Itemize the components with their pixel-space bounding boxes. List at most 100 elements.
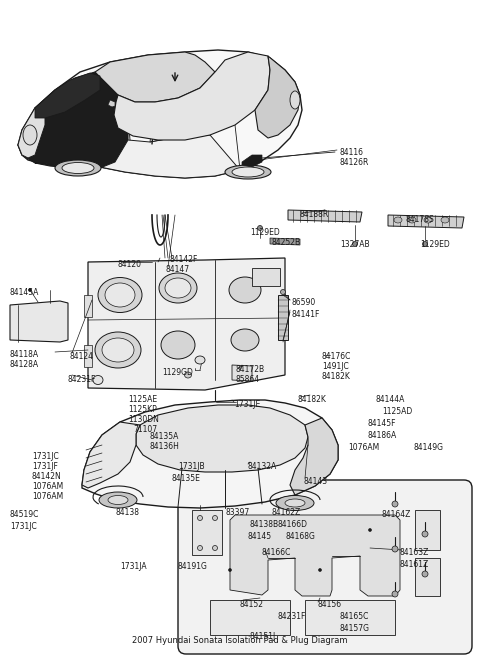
Polygon shape — [270, 238, 300, 245]
Polygon shape — [278, 295, 288, 340]
Text: 84138: 84138 — [116, 508, 140, 517]
Text: 84182K: 84182K — [298, 395, 327, 404]
Bar — [305, 600, 395, 635]
FancyBboxPatch shape — [178, 480, 472, 654]
Bar — [415, 558, 440, 596]
Ellipse shape — [195, 356, 205, 364]
Text: 84519C: 84519C — [10, 510, 39, 519]
Text: 1731JF: 1731JF — [32, 462, 58, 471]
Text: 1076AM: 1076AM — [32, 482, 63, 491]
Text: 84145A: 84145A — [10, 288, 39, 297]
Text: 84178S: 84178S — [405, 215, 434, 224]
Polygon shape — [230, 515, 400, 596]
Text: 84163Z: 84163Z — [400, 548, 430, 557]
Ellipse shape — [422, 242, 428, 246]
Polygon shape — [82, 400, 338, 508]
Text: 1129ED: 1129ED — [250, 228, 280, 237]
Ellipse shape — [23, 125, 37, 145]
Text: 84162Z: 84162Z — [272, 508, 301, 517]
Polygon shape — [10, 301, 68, 342]
Ellipse shape — [213, 546, 217, 550]
Text: 84145: 84145 — [248, 532, 272, 541]
Text: 1491JC: 1491JC — [322, 362, 349, 371]
Text: 1125KP: 1125KP — [128, 405, 157, 414]
Ellipse shape — [424, 217, 432, 223]
Text: 84142F: 84142F — [170, 255, 198, 264]
Ellipse shape — [102, 338, 134, 362]
Text: 84151J: 84151J — [250, 632, 276, 641]
Ellipse shape — [165, 278, 191, 298]
Polygon shape — [82, 422, 140, 488]
Text: 84126R: 84126R — [340, 158, 370, 167]
Bar — [210, 600, 290, 635]
Ellipse shape — [62, 162, 94, 174]
Ellipse shape — [95, 332, 141, 368]
Ellipse shape — [228, 569, 231, 572]
Text: 84142N: 84142N — [32, 472, 62, 481]
Text: 2007 Hyundai Sonata Isolation Pad & Plug Diagram: 2007 Hyundai Sonata Isolation Pad & Plug… — [132, 636, 348, 645]
Text: 1076AM: 1076AM — [32, 492, 63, 501]
Ellipse shape — [392, 591, 398, 597]
Text: 84156: 84156 — [318, 600, 342, 609]
Polygon shape — [95, 52, 215, 102]
Ellipse shape — [28, 288, 32, 291]
Text: 84166D: 84166D — [277, 520, 307, 529]
Text: 84138B: 84138B — [250, 520, 279, 529]
Text: 84132A: 84132A — [247, 462, 276, 471]
Bar — [415, 510, 440, 550]
Text: 71107: 71107 — [133, 425, 157, 434]
Ellipse shape — [394, 217, 402, 223]
Text: 84166C: 84166C — [262, 548, 291, 557]
Text: 1129ED: 1129ED — [420, 240, 450, 249]
Ellipse shape — [184, 372, 192, 378]
Polygon shape — [242, 155, 262, 167]
Text: 84141F: 84141F — [292, 310, 320, 319]
Text: 1731JE: 1731JE — [234, 400, 260, 409]
Text: 84231F: 84231F — [277, 612, 305, 621]
Polygon shape — [288, 210, 362, 222]
Ellipse shape — [369, 529, 372, 531]
Ellipse shape — [285, 499, 305, 507]
Ellipse shape — [225, 165, 271, 179]
Text: 84168G: 84168G — [286, 532, 316, 541]
Text: 84152: 84152 — [240, 600, 264, 609]
Text: 84165C: 84165C — [340, 612, 370, 621]
Text: 84116: 84116 — [340, 148, 364, 157]
Ellipse shape — [422, 531, 428, 537]
Text: 1731JC: 1731JC — [32, 452, 59, 461]
Ellipse shape — [108, 495, 128, 504]
Polygon shape — [18, 50, 302, 178]
Text: 84135A: 84135A — [150, 432, 180, 441]
Ellipse shape — [257, 225, 263, 231]
Ellipse shape — [161, 331, 195, 359]
Polygon shape — [18, 108, 45, 158]
Text: 84149G: 84149G — [414, 443, 444, 452]
Ellipse shape — [55, 160, 101, 176]
Text: 84157G: 84157G — [340, 624, 370, 633]
Text: 84124: 84124 — [70, 352, 94, 361]
Ellipse shape — [213, 515, 217, 521]
Polygon shape — [18, 72, 128, 170]
Polygon shape — [108, 100, 115, 107]
Polygon shape — [136, 405, 308, 472]
Text: 84128A: 84128A — [10, 360, 39, 369]
Text: 84145F: 84145F — [368, 419, 396, 428]
Ellipse shape — [232, 167, 264, 177]
Text: 1731JA: 1731JA — [120, 562, 146, 571]
Text: 85864: 85864 — [236, 375, 260, 384]
Text: 84176C: 84176C — [322, 352, 351, 361]
Polygon shape — [388, 215, 464, 228]
Ellipse shape — [319, 569, 322, 572]
Text: 86590: 86590 — [292, 298, 316, 307]
Bar — [252, 268, 280, 286]
Text: 1129GD: 1129GD — [162, 368, 193, 377]
Ellipse shape — [159, 273, 197, 303]
Text: 83397: 83397 — [226, 508, 250, 517]
Bar — [192, 510, 222, 555]
Ellipse shape — [352, 242, 358, 246]
Bar — [84, 345, 92, 367]
Text: 1125AE: 1125AE — [128, 395, 157, 404]
Polygon shape — [232, 365, 252, 381]
Text: 1327AB: 1327AB — [340, 240, 370, 249]
Text: 84186A: 84186A — [368, 431, 397, 440]
